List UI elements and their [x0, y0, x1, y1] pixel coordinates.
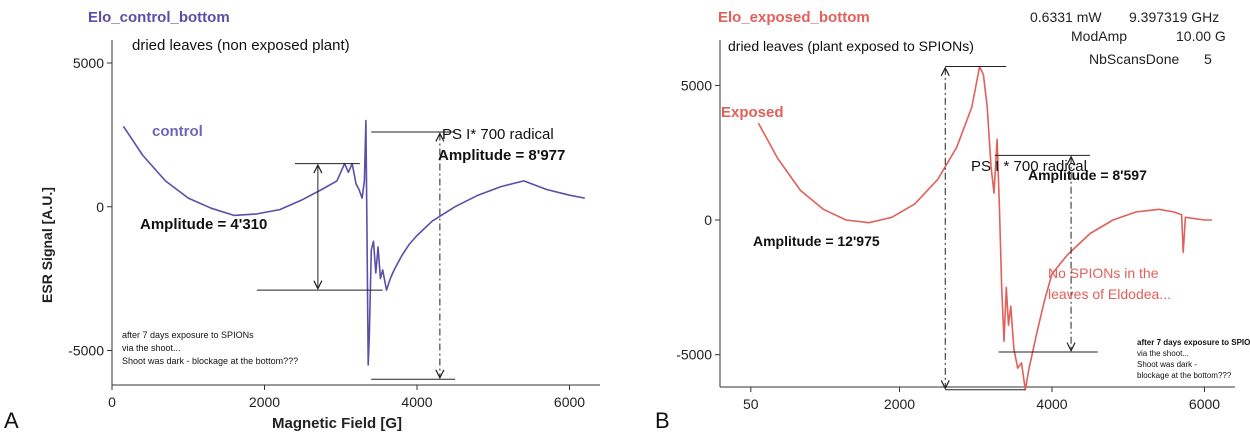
y-tick-label: -5000 — [68, 343, 104, 359]
chart-b-modamp-value: 10.00 G — [1176, 28, 1226, 44]
x-tick-label: 0 — [108, 394, 116, 410]
chart-b-svg: 50 2000 4000 6000 5000 0 -5000 Elo_exposed_bot… — [625, 0, 1250, 434]
chart-panel-a: 0 2000 4000 6000 5000 0 -5000 Elo_control_bott… — [0, 0, 625, 434]
chart-b-subtitle: dried leaves (plant exposed to SPIONs) — [728, 38, 974, 54]
chart-a-radical-label: PS I* 700 radical — [442, 126, 554, 143]
x-tick-label: 2000 — [884, 396, 915, 412]
chart-b-frequency: 9.397319 GHz — [1129, 9, 1219, 25]
panel-letter-a: A — [4, 408, 19, 434]
chart-a-amplitude-small: Amplitude = 4'310 — [140, 216, 267, 233]
chart-b-scans-value: 5 — [1204, 51, 1212, 67]
chart-b-amplitude-right: Amplitude = 8'597 — [1028, 167, 1147, 183]
chart-b-power: 0.6331 mW — [1030, 9, 1102, 25]
chart-a-ylabel: ESR Signal [A.U.] — [39, 187, 55, 303]
chart-b-amplitude-left: Amplitude = 12'975 — [753, 233, 880, 249]
chart-b-series-label: Exposed — [721, 104, 784, 121]
x-tick-label: 6000 — [1189, 396, 1220, 412]
chart-b-note-line2: via the shoot... — [1137, 349, 1189, 358]
chart-a-title: Elo_control_bottom — [88, 9, 230, 26]
chart-b-no-spions-line2: leaves of Eldodea... — [1048, 286, 1171, 302]
x-tick-label: 6000 — [554, 394, 585, 410]
chart-a-note-line2: via the shoot... — [122, 343, 181, 353]
chart-a-note-line1: after 7 days exposure to SPIONs — [122, 330, 254, 340]
y-tick-label: 0 — [96, 199, 104, 215]
chart-b-modamp-label: ModAmp — [1071, 28, 1127, 44]
x-tick-label: 4000 — [401, 394, 432, 410]
chart-b-note-line1: after 7 days exposure to SPIONs — [1137, 338, 1250, 347]
y-tick-label: -5000 — [676, 347, 712, 363]
chart-a-xlabel: Magnetic Field [G] — [272, 415, 402, 432]
chart-b-no-spions-line1: No SPIONs in the — [1048, 265, 1159, 281]
chart-a-svg: 0 2000 4000 6000 5000 0 -5000 Elo_control_bott… — [0, 0, 625, 434]
chart-a-series-label: control — [152, 123, 203, 140]
arrow-head-down — [1067, 343, 1075, 351]
chart-b-title: Elo_exposed_bottom — [718, 9, 870, 26]
x-tick-label: 2000 — [249, 394, 280, 410]
chart-b-note-line3: Shoot was dark - — [1137, 360, 1197, 369]
chart-a-amplitude-large: Amplitude = 8'977 — [438, 147, 565, 164]
y-tick-label: 5000 — [681, 77, 712, 93]
y-tick-label: 5000 — [73, 55, 104, 71]
panel-letter-b: B — [655, 408, 670, 434]
x-tick-label: 4000 — [1036, 396, 1067, 412]
chart-a-note-line3: Shoot was dark - blockage at the bottom?… — [122, 356, 298, 366]
chart-b-scans-label: NbScansDone — [1089, 51, 1179, 67]
chart-b-note-line4: blockage at the bottom??? — [1137, 371, 1232, 380]
chart-panel-b: 50 2000 4000 6000 5000 0 -5000 Elo_exposed_bot… — [625, 0, 1250, 434]
x-tick-label: 50 — [743, 396, 759, 412]
chart-a-subtitle: dried leaves (non exposed plant) — [132, 37, 350, 54]
y-tick-label: 0 — [704, 212, 712, 228]
